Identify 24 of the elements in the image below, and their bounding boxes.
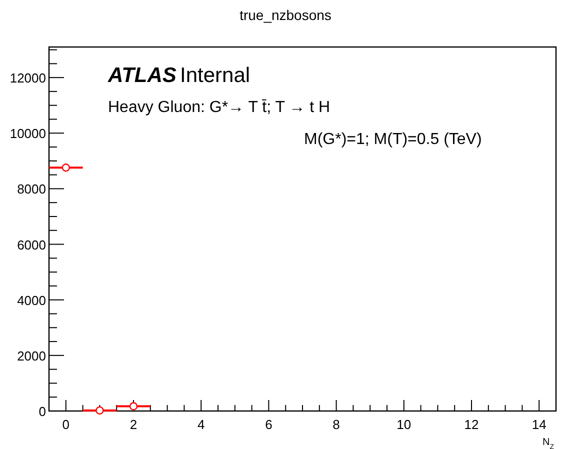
x-tick-label: 12	[464, 417, 479, 432]
x-tick-label: 2	[130, 417, 138, 432]
x-tick-label: 0	[62, 417, 70, 432]
x-tick-label: 8	[332, 417, 340, 432]
point	[62, 163, 70, 172]
chart-title: true_nzbosons	[240, 7, 332, 23]
annotation: M(G*)=1; M(T)=0.5 (TeV)	[304, 131, 482, 148]
x-tick-label: 6	[265, 417, 272, 432]
point	[96, 406, 104, 415]
y-tick-label: 10000	[10, 126, 46, 142]
y-tick-label: 12000	[10, 70, 46, 86]
annotation: ATLAS	[107, 64, 176, 87]
y-tick-label: 4000	[17, 292, 46, 308]
point	[129, 402, 138, 410]
y-tick-label: 2000	[17, 348, 46, 364]
x-tick-label: 14	[532, 417, 546, 432]
x-tick-label: 10	[396, 417, 412, 432]
y-tick-label: 8000	[17, 182, 46, 197]
x-axis-title: N$_{Z}$	[542, 437, 555, 449]
annotation: Heavy Gluon: G*→ T t̄; T → t H	[108, 99, 330, 116]
x-tick-label: 4	[197, 417, 205, 432]
annotation: Internal	[180, 64, 250, 87]
y-tick-label: 0	[38, 404, 46, 419]
y-tick-label: 6000	[17, 237, 46, 252]
